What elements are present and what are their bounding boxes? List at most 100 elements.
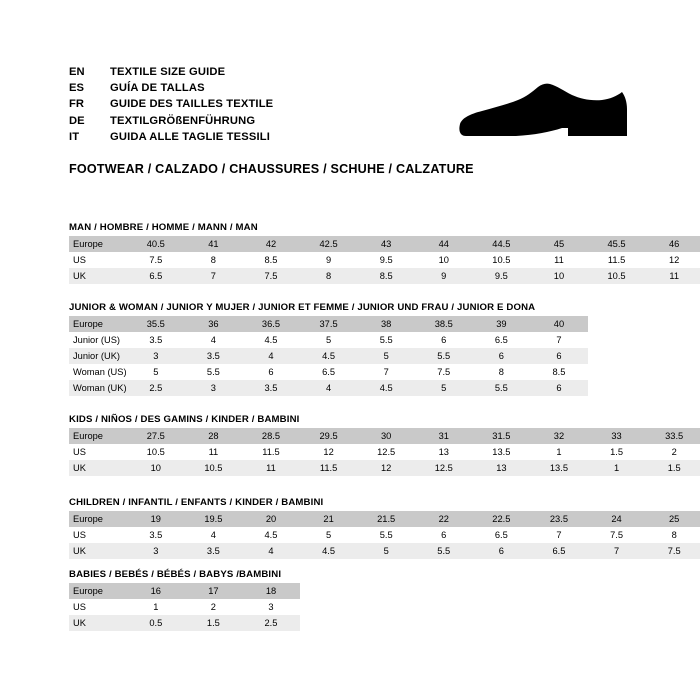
size-cell: 10.5	[472, 252, 531, 268]
row-label: UK	[69, 543, 127, 559]
size-cell: 4.5	[357, 380, 415, 396]
size-cell: 4.5	[242, 332, 300, 348]
size-table: Europe 19 19.5 20 21 21.5 22 22.5 23.5 24 25 US 3.5 4…	[69, 511, 700, 559]
size-cell: 3.5	[184, 348, 243, 364]
size-cell: 12	[645, 252, 700, 268]
section-heading: CHILDREN / INFANTIL / ENFANTS / KINDER /…	[69, 497, 324, 508]
size-cell: 8.5	[242, 252, 300, 268]
size-cell: 8.5	[530, 364, 588, 380]
size-cell: 9	[299, 252, 358, 268]
size-cell: 23.5	[530, 511, 588, 527]
size-cell: 19	[127, 511, 185, 527]
size-cell: 7.5	[645, 543, 700, 559]
size-cell: 5	[414, 380, 473, 396]
size-cell: 25	[645, 511, 700, 527]
size-cell: 6.5	[472, 332, 531, 348]
size-cell: 8	[472, 364, 531, 380]
size-cell: 46	[645, 236, 700, 252]
size-cell: 45	[530, 236, 588, 252]
language-row: FR GUIDE DES TAILLES TEXTILE	[69, 96, 429, 112]
table-header-row: Europe 40.5 41 42 42.5 43 44 44.5 45 45.5 46	[69, 236, 700, 252]
table-row: Woman (UK) 2.5 3 3.5 4 4.5 5 5.5 6	[69, 380, 588, 396]
size-cell: 41	[184, 236, 243, 252]
size-cell: 45.5	[587, 236, 646, 252]
row-label: US	[69, 527, 127, 543]
size-cell: 8.5	[357, 268, 415, 284]
size-cell: 24	[587, 511, 646, 527]
size-cell: 6.5	[472, 527, 531, 543]
size-cell: 0.5	[127, 615, 185, 631]
size-section: CHILDREN / INFANTIL / ENFANTS / KINDER /…	[69, 497, 700, 559]
size-cell: 18	[242, 583, 300, 599]
section-heading: JUNIOR & WOMAN / JUNIOR Y MUJER / JUNIOR…	[69, 302, 536, 313]
size-cell: 13.5	[530, 460, 588, 476]
size-cell: 21	[299, 511, 358, 527]
row-label: UK	[69, 268, 127, 284]
size-cell: 4.5	[242, 527, 300, 543]
size-cell: 7.5	[127, 252, 185, 268]
row-label: Junior (US)	[69, 332, 127, 348]
section-heading: KIDS / NIÑOS / DES GAMINS / KINDER / BAM…	[69, 414, 300, 425]
size-cell: 6.5	[530, 543, 588, 559]
size-cell: 4	[299, 380, 358, 396]
row-label: UK	[69, 615, 127, 631]
row-label: Europe	[69, 428, 127, 444]
size-cell: 13	[472, 460, 531, 476]
size-cell: 5.5	[184, 364, 243, 380]
size-cell: 29.5	[299, 428, 358, 444]
language-code: FR	[69, 98, 85, 111]
size-cell: 10	[414, 252, 473, 268]
section-heading: BABIES / BEBÉS / BÉBÉS / BABYS /BAMBINI	[69, 569, 282, 580]
size-cell: 22.5	[472, 511, 531, 527]
language-title: GUÍA DE TALLAS	[110, 82, 205, 95]
size-cell: 42	[242, 236, 300, 252]
size-cell: 8	[645, 527, 700, 543]
size-cell: 3.5	[127, 332, 185, 348]
size-cell: 44.5	[472, 236, 531, 252]
size-cell: 1	[530, 444, 588, 460]
language-title: GUIDE DES TAILLES TEXTILE	[110, 98, 274, 111]
dress-shoe-silhouette-icon	[450, 78, 632, 146]
size-cell: 8	[299, 268, 358, 284]
size-cell: 5	[357, 348, 415, 364]
size-cell: 10	[127, 460, 185, 476]
size-cell: 9.5	[472, 268, 531, 284]
size-cell: 6	[530, 348, 588, 364]
size-cell: 13	[414, 444, 473, 460]
size-cell: 5.5	[414, 348, 473, 364]
language-code: DE	[69, 114, 85, 127]
size-cell: 9.5	[357, 252, 415, 268]
row-label: Junior (UK)	[69, 348, 127, 364]
size-cell: 4	[242, 543, 300, 559]
table-row: UK 6.5 7 7.5 8 8.5 9 9.5 10 10.5 11	[69, 268, 700, 284]
table-row: UK 3 3.5 4 4.5 5 5.5 6 6.5 7 7.5	[69, 543, 700, 559]
size-cell: 43	[357, 236, 415, 252]
size-cell: 6	[472, 543, 531, 559]
size-cell: 3.5	[184, 543, 243, 559]
table-row: Junior (US) 3.5 4 4.5 5 5.5 6 6.5 7	[69, 332, 588, 348]
size-cell: 1.5	[645, 460, 700, 476]
size-cell: 12.5	[357, 444, 415, 460]
table-row: UK 10 10.5 11 11.5 12 12.5 13 13.5 1 1.5	[69, 460, 700, 476]
size-cell: 6	[414, 332, 473, 348]
size-cell: 4.5	[299, 543, 358, 559]
size-cell: 1.5	[184, 615, 243, 631]
size-cell: 38.5	[414, 316, 473, 332]
language-header-block: EN TEXTILE SIZE GUIDE ES GUÍA DE TALLAS FR GU…	[69, 64, 429, 145]
size-cell: 7.5	[242, 268, 300, 284]
row-label: Woman (UK)	[69, 380, 127, 396]
row-label: Europe	[69, 236, 127, 252]
size-cell: 11.5	[587, 252, 646, 268]
size-table: Europe 27.5 28 28.5 29.5 30 31 31.5 32 33 33.5 US 10…	[69, 428, 700, 476]
language-title: TEXTILE SIZE GUIDE	[110, 66, 226, 78]
size-cell: 3	[184, 380, 243, 396]
size-cell: 7.5	[587, 527, 646, 543]
size-cell: 1	[587, 460, 646, 476]
size-cell: 3	[127, 348, 185, 364]
row-label: US	[69, 599, 127, 615]
size-cell: 8	[184, 252, 243, 268]
size-cell: 5	[299, 527, 358, 543]
size-cell: 6	[242, 364, 300, 380]
size-cell: 3	[127, 543, 185, 559]
size-cell: 3	[242, 599, 300, 615]
